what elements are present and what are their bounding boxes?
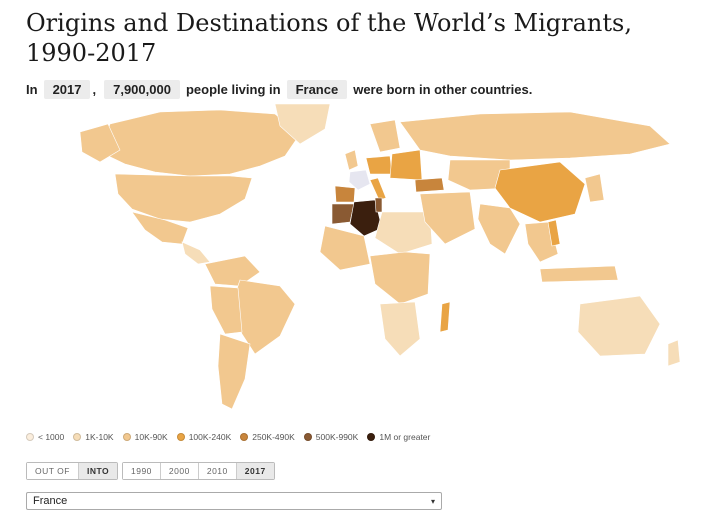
year-chip: 2017: [43, 80, 91, 99]
migrant-count-chip: 7,900,000: [104, 80, 180, 99]
country-central-africa[interactable]: [369, 251, 431, 305]
country-russia[interactable]: [399, 111, 671, 161]
legend-label: 250K-490K: [252, 432, 295, 442]
country-middle-east[interactable]: [419, 191, 476, 245]
direction-into-button[interactable]: INTO: [78, 463, 118, 479]
world-map[interactable]: [70, 104, 700, 424]
sentence-comma: ,: [92, 82, 97, 97]
country-colombia-venezuela[interactable]: [204, 255, 261, 287]
country-chip: France: [286, 80, 348, 99]
summary-sentence: In 2017 , 7,900,000 people living in Fra…: [26, 80, 532, 99]
legend-item: < 1000: [26, 432, 64, 442]
year-2000-button[interactable]: 2000: [160, 463, 199, 479]
country-usa[interactable]: [114, 173, 253, 223]
legend-swatch-icon: [122, 433, 131, 441]
legend-item: 10K-90K: [122, 432, 168, 442]
country-italy[interactable]: [369, 177, 387, 201]
legend-label: 10K-90K: [134, 432, 168, 442]
country-west-africa[interactable]: [319, 225, 371, 271]
legend-swatch-icon: [240, 433, 249, 441]
legend-label: 1K-10K: [85, 432, 114, 442]
country-southern-africa[interactable]: [379, 301, 421, 357]
sentence-prefix: In: [26, 82, 38, 97]
country-uk[interactable]: [344, 149, 359, 171]
direction-toggle: OUT OF INTO: [26, 462, 119, 480]
country-mexico[interactable]: [131, 211, 189, 245]
country-indonesia[interactable]: [539, 265, 619, 283]
country-greenland[interactable]: [274, 104, 331, 145]
country-vietnam[interactable]: [547, 219, 561, 247]
direction-out-of-button[interactable]: OUT OF: [27, 463, 79, 479]
year-toggle: 1990 2000 2010 2017: [122, 462, 275, 480]
country-spain-portugal[interactable]: [334, 185, 356, 203]
country-scandinavia[interactable]: [369, 119, 401, 153]
year-1990-button[interactable]: 1990: [123, 463, 161, 479]
country-morocco[interactable]: [331, 203, 355, 225]
year-2010-button[interactable]: 2010: [198, 463, 237, 479]
country-india[interactable]: [477, 203, 521, 255]
chevron-down-icon: ▾: [430, 496, 435, 506]
legend-item: 500K-990K: [303, 432, 359, 442]
legend-label: 500K-990K: [315, 432, 359, 442]
sentence-middle: people living in: [185, 82, 281, 97]
country-germany-central[interactable]: [365, 155, 393, 175]
legend-swatch-icon: [303, 433, 312, 441]
country-china[interactable]: [494, 161, 586, 223]
country-eastern-europe[interactable]: [389, 149, 423, 181]
country-tunisia[interactable]: [374, 197, 383, 213]
country-algeria[interactable]: [349, 199, 383, 237]
legend-item: 250K-490K: [240, 432, 295, 442]
country-japan-korea[interactable]: [584, 173, 605, 203]
legend-label: < 1000: [38, 432, 65, 442]
country-peru-bolivia[interactable]: [209, 285, 243, 335]
legend-label: 1M or greater: [379, 432, 431, 442]
legend-item: 1K-10K: [73, 432, 114, 442]
country-madagascar[interactable]: [439, 301, 451, 333]
country-select-value: France: [33, 495, 68, 507]
country-canada[interactable]: [99, 109, 301, 177]
country-argentina-chile[interactable]: [217, 333, 251, 410]
country-new-zealand[interactable]: [667, 339, 681, 367]
country-central-asia[interactable]: [447, 159, 511, 191]
legend-item: 1M or greater: [367, 432, 430, 442]
country-turkey[interactable]: [414, 177, 445, 193]
country-central-america[interactable]: [181, 241, 211, 265]
country-select[interactable]: France ▾: [26, 492, 442, 510]
page-title: Origins and Destinations of the World’s …: [26, 9, 632, 67]
country-france[interactable]: [348, 169, 371, 191]
legend-swatch-icon: [73, 433, 82, 441]
country-north-east-africa[interactable]: [374, 211, 433, 255]
legend: < 1000 1K-10K 10K-90K 100K-240K 250K-490K 500…: [26, 432, 439, 442]
legend-label: 100K-240K: [188, 432, 232, 442]
year-2017-button[interactable]: 2017: [236, 463, 274, 479]
legend-swatch-icon: [176, 433, 185, 441]
legend-item: 100K-240K: [176, 432, 232, 442]
legend-swatch-icon: [367, 433, 376, 441]
legend-swatch-icon: [26, 433, 34, 441]
sentence-suffix: were born in other countries.: [353, 82, 533, 97]
country-australia[interactable]: [577, 295, 661, 357]
country-alaska[interactable]: [79, 123, 121, 163]
